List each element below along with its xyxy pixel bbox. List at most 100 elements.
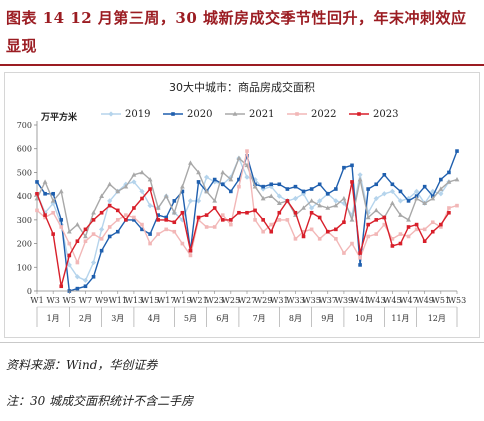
data-point xyxy=(171,210,177,215)
data-point xyxy=(204,225,209,229)
y-tick-label: 600 xyxy=(17,145,32,154)
month-label: 12月 xyxy=(428,314,446,323)
data-point xyxy=(350,241,354,246)
legend-item-2019: 2019 xyxy=(101,109,150,120)
data-point xyxy=(390,244,395,248)
data-point xyxy=(220,213,225,217)
data-point xyxy=(237,210,241,215)
x-tick-label: W1 xyxy=(30,296,43,305)
data-point xyxy=(75,260,80,265)
data-point xyxy=(414,222,419,227)
data-point xyxy=(301,234,306,239)
data-point xyxy=(349,217,355,222)
data-point xyxy=(34,195,40,201)
data-point xyxy=(358,251,362,255)
data-point xyxy=(406,234,411,239)
data-point xyxy=(188,160,193,165)
x-tick-label: W37 xyxy=(319,296,337,305)
data-point xyxy=(58,188,64,194)
data-point xyxy=(325,205,331,210)
data-point xyxy=(317,203,323,208)
data-point xyxy=(91,232,96,236)
data-point xyxy=(132,215,136,220)
data-point xyxy=(90,259,97,266)
month-label: 8月 xyxy=(289,314,302,323)
data-point xyxy=(261,218,265,222)
data-point xyxy=(140,196,144,201)
data-point xyxy=(398,232,403,236)
data-point xyxy=(244,174,250,180)
x-tick-label: W3 xyxy=(46,296,59,305)
data-point xyxy=(253,208,257,213)
data-point xyxy=(82,277,89,283)
data-point xyxy=(212,225,217,229)
data-point xyxy=(164,218,169,222)
month-label: 7月 xyxy=(253,314,266,323)
data-point xyxy=(74,274,80,280)
y-axis: 0 100 200 300 400 500 600 700 xyxy=(17,121,38,296)
data-point xyxy=(309,205,315,211)
data-point xyxy=(187,198,194,204)
data-point xyxy=(277,182,282,187)
data-point xyxy=(438,186,444,191)
data-point xyxy=(430,195,436,201)
data-point xyxy=(180,241,185,246)
data-point xyxy=(131,172,137,177)
data-point xyxy=(107,225,112,229)
data-point xyxy=(35,208,39,213)
x-tick-label: W35 xyxy=(302,296,320,305)
x-tick-label: W7 xyxy=(79,296,92,305)
data-point xyxy=(439,177,443,182)
y-tick-label: 0 xyxy=(27,287,32,296)
x-tick-label: W21 xyxy=(189,296,207,305)
data-point xyxy=(220,169,226,175)
legend-marker xyxy=(357,112,361,116)
legend-marker xyxy=(171,112,175,116)
data-point xyxy=(164,215,169,220)
data-point xyxy=(99,226,105,232)
data-point xyxy=(261,184,265,189)
data-point xyxy=(212,206,217,210)
data-point xyxy=(99,210,104,215)
data-point xyxy=(357,172,363,178)
month-label: 9月 xyxy=(321,314,334,323)
x-tick-label: W5 xyxy=(63,296,76,305)
data-point xyxy=(51,210,55,215)
data-point xyxy=(252,184,258,189)
data-point xyxy=(422,200,428,206)
data-point xyxy=(42,179,48,184)
data-point xyxy=(196,215,201,220)
data-point xyxy=(342,251,346,255)
data-point xyxy=(325,229,330,234)
legend-item-2020: 2020 xyxy=(163,109,212,120)
data-point xyxy=(373,195,379,202)
data-point xyxy=(398,189,403,194)
data-point xyxy=(390,237,395,241)
data-point xyxy=(455,149,459,153)
data-point xyxy=(132,218,136,222)
month-label: 4月 xyxy=(148,314,161,323)
data-point xyxy=(83,233,88,239)
data-point xyxy=(107,198,113,204)
data-point xyxy=(107,181,113,187)
data-point xyxy=(67,253,72,258)
data-point xyxy=(389,188,395,194)
x-tick-label: W19 xyxy=(173,296,191,305)
data-point xyxy=(212,177,217,182)
data-point xyxy=(268,193,274,198)
data-point xyxy=(342,220,346,225)
x-tick-label: W49 xyxy=(415,296,433,305)
data-point xyxy=(99,193,105,198)
data-point xyxy=(229,222,233,227)
x-tick-label: W11 xyxy=(109,296,127,305)
legend-label: 2022 xyxy=(311,109,336,120)
data-point xyxy=(446,179,452,184)
data-point xyxy=(406,217,411,222)
y-tick-label: 200 xyxy=(17,240,32,249)
data-point xyxy=(317,182,322,187)
data-point xyxy=(261,229,265,234)
data-point xyxy=(236,155,242,160)
data-point xyxy=(333,203,339,208)
legend-marker xyxy=(232,111,238,116)
data-point xyxy=(439,225,443,229)
